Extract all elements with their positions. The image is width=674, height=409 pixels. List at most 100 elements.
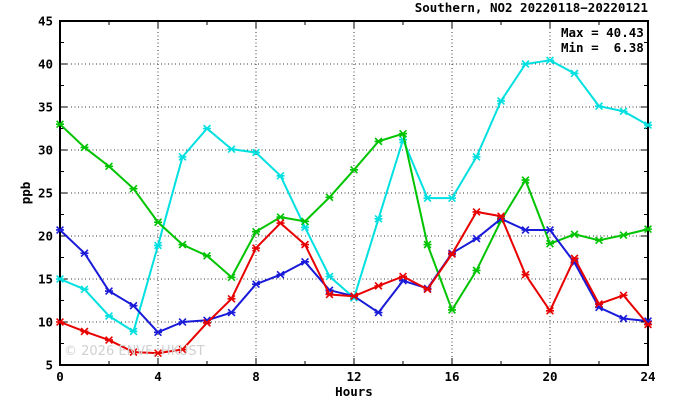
data-point: [252, 280, 260, 289]
data-point: [423, 194, 432, 203]
data-point: [521, 226, 530, 234]
data-point: [350, 292, 358, 301]
series-red-markers: [56, 207, 652, 358]
x-axis-label: Hours: [335, 384, 373, 399]
x-tick-label: 20: [542, 369, 557, 384]
data-point: [472, 207, 481, 216]
data-point: [252, 227, 260, 236]
series-blue-line: [59, 217, 649, 334]
data-point: [178, 318, 187, 326]
data-point: [301, 257, 309, 266]
data-point: [644, 320, 652, 329]
chart-title: Southern, NO2 20220118−20220121: [415, 0, 648, 15]
data-point: [276, 270, 285, 279]
data-point: [595, 236, 603, 245]
x-tick-label: 4: [154, 369, 162, 384]
data-point: [105, 162, 113, 171]
data-point: [203, 124, 211, 133]
y-tick-label: 35: [38, 100, 53, 115]
stat-min-label: Min = 6.38: [561, 40, 644, 55]
y-tick-label: 40: [38, 57, 53, 72]
y-axis-label: ppb: [18, 182, 33, 205]
data-point: [203, 318, 211, 327]
data-point: [619, 107, 628, 116]
data-point: [448, 250, 456, 259]
data-point: [154, 349, 162, 358]
data-point: [276, 213, 285, 222]
data-point: [227, 145, 236, 154]
data-point: [80, 249, 89, 258]
data-point: [521, 176, 530, 185]
data-point: [56, 120, 64, 129]
watermark: © 2026 ENVF, HKUST: [64, 344, 205, 359]
data-point: [325, 290, 334, 299]
data-point: [154, 328, 162, 337]
data-point: [619, 314, 628, 323]
data-point: [546, 306, 554, 315]
data-point: [570, 230, 579, 239]
data-point: [497, 97, 505, 105]
data-point: [546, 226, 554, 234]
data-point: [325, 193, 334, 202]
data-point: [105, 312, 113, 320]
data-point: [80, 327, 89, 336]
data-point: [546, 239, 554, 248]
data-point: [570, 69, 579, 78]
data-point: [105, 287, 113, 296]
data-point: [80, 143, 89, 152]
y-tick-label: 45: [38, 14, 53, 29]
series-cyan: [56, 56, 652, 336]
data-point: [301, 223, 309, 232]
data-point: [399, 272, 407, 281]
data-point: [178, 240, 187, 249]
data-point: [448, 305, 456, 314]
data-point: [227, 273, 236, 282]
data-point: [472, 234, 481, 243]
data-point: [129, 301, 138, 310]
data-point: [423, 285, 432, 294]
data-point: [644, 225, 652, 234]
gridlines: [60, 21, 648, 365]
stat-max-label: Max = 40.43: [561, 25, 644, 40]
x-tick-label: 0: [56, 369, 64, 384]
data-point: [399, 129, 407, 138]
data-point: [325, 272, 334, 281]
data-point: [56, 226, 64, 234]
y-tick-label: 25: [38, 186, 53, 201]
data-point: [374, 137, 383, 146]
data-point: [301, 240, 309, 249]
data-point: [448, 194, 456, 203]
data-point: [252, 148, 260, 157]
data-point: [644, 121, 652, 130]
data-point: [129, 348, 138, 357]
y-tick-label: 10: [38, 315, 53, 330]
data-point: [203, 251, 211, 260]
data-point: [350, 165, 358, 174]
data-point: [521, 60, 530, 68]
data-point: [178, 152, 187, 161]
y-tick-label: 5: [45, 358, 53, 373]
data-point: [252, 244, 260, 253]
plot-border: [59, 20, 649, 366]
data-point: [570, 254, 579, 263]
tick-labels: 0 4 8 12 16 20 24 5 10 15 20 25 30 35 40 45: [38, 14, 656, 385]
data-point: [276, 219, 285, 228]
data-point: [129, 184, 138, 193]
data-point: [374, 214, 383, 223]
data-point: [619, 291, 628, 300]
y-tick-label: 15: [38, 272, 53, 287]
data-point: [546, 56, 554, 65]
x-tick-label: 12: [346, 369, 361, 384]
data-point: [129, 327, 138, 336]
data-point: [619, 231, 628, 240]
x-tick-label: 8: [252, 369, 260, 384]
data-point: [423, 240, 432, 249]
data-point: [521, 270, 530, 279]
series-red: [56, 207, 652, 358]
data-point: [105, 336, 113, 345]
data-point: [301, 217, 309, 226]
data-point: [374, 281, 383, 290]
data-point: [56, 275, 64, 283]
data-point: [80, 285, 89, 294]
